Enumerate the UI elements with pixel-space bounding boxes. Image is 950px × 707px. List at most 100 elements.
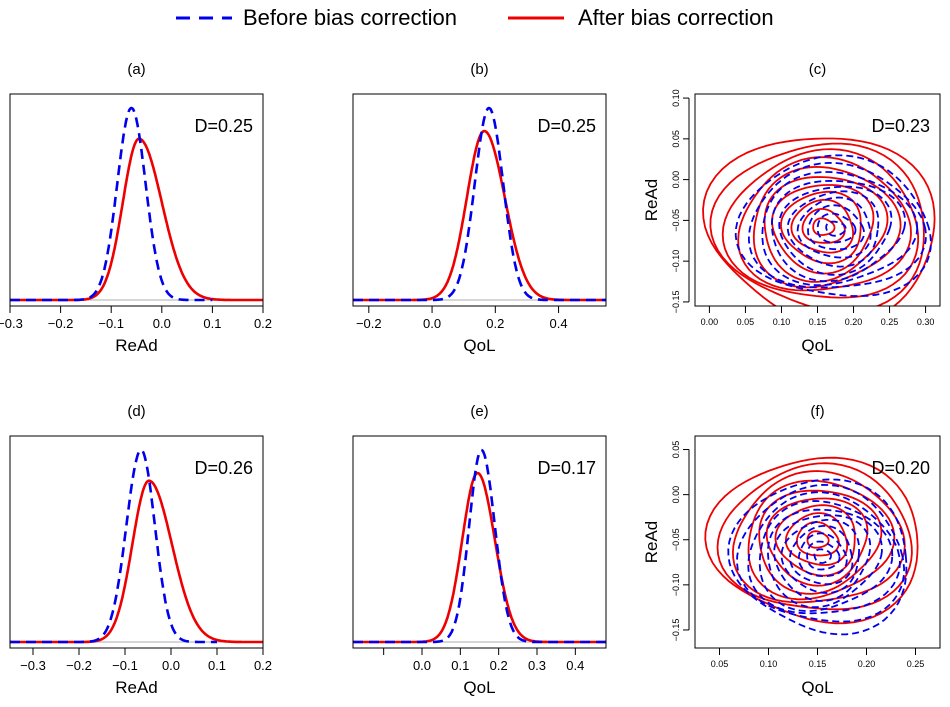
legend: Before bias correction After bias correc…: [176, 5, 774, 30]
x-tick-label: 0.2: [490, 658, 508, 673]
d-statistic-annotation: D=0.26: [194, 458, 253, 478]
x-tick-label: 0.0: [153, 316, 171, 331]
x-tick-label: −0.3: [20, 658, 46, 673]
series-after-contour: [747, 479, 896, 601]
y-tick-label: −0.10: [671, 573, 681, 596]
x-axis: 0.05 0.10 0.15 0.20 0.25: [711, 647, 925, 669]
series-after-contour: [721, 148, 920, 299]
series-after-contour: [785, 512, 849, 566]
x-axis-label: ReAd: [115, 336, 158, 355]
series-after-curve: [10, 479, 263, 644]
series-before-curve: [353, 448, 606, 644]
series-after-contour: [702, 137, 936, 306]
series-after-contour: [731, 470, 906, 604]
x-tick-label: 0.05: [737, 317, 755, 327]
series-before-contour: [816, 212, 857, 244]
panel-b: (b) −0.2 0.0 0.2 0.4 QoL D=0.25: [352, 61, 607, 355]
plot-area: [353, 448, 606, 644]
panel-c: (c)0.00 0.05 0.10 0.15 0.20 0.25 0.30QoL−0.15−…: [642, 61, 941, 355]
plot-frame: [9, 435, 264, 649]
y-tick-label: 0.05: [671, 130, 681, 148]
x-tick-label: 0.30: [917, 317, 935, 327]
series-before-contour: [789, 524, 854, 586]
x-tick-label: 0.0: [413, 658, 431, 673]
x-tick-label: −0.2: [66, 658, 92, 673]
plot-frame: [352, 93, 607, 307]
y-tick-label: −0.15: [671, 619, 681, 642]
x-axis: −0.3 −0.2 −0.1 0.0 0.1 0.2: [20, 647, 272, 673]
y-tick-label: −0.10: [671, 250, 681, 273]
y-tick-label: −0.05: [671, 528, 681, 551]
series-before-contour: [806, 540, 841, 571]
x-axis-label: QoL: [801, 336, 833, 355]
x-tick-label: 0.4: [550, 316, 568, 331]
panel-title: (a): [127, 61, 145, 78]
panels: (a) −0.3 −0.2 −0.1 0.0 0.1 0.2 ReAd D=0.25 (b) −0.…: [0, 61, 941, 697]
x-tick-label: 0.2: [254, 658, 272, 673]
panel-title: (c): [809, 61, 827, 78]
plot-area: [704, 456, 919, 636]
x-tick-label: 0.3: [528, 658, 546, 673]
series-after-contour: [758, 489, 883, 595]
series-before-curve: [10, 448, 218, 644]
plot-area: [10, 106, 263, 302]
series-before-contour: [770, 179, 907, 283]
series-before-contour: [734, 154, 932, 298]
series-before-contour: [796, 196, 872, 259]
series-after-contour: [796, 521, 840, 557]
plot-area: [702, 137, 936, 306]
series-before-curve: [353, 106, 606, 302]
series-after-curve: [353, 471, 606, 644]
d-statistic-annotation: D=0.23: [871, 116, 930, 136]
x-tick-label: 0.4: [566, 658, 584, 673]
y-tick-label: −0.15: [671, 291, 681, 314]
x-tick-label: 0.15: [809, 659, 827, 669]
x-tick-label: −0.1: [98, 316, 124, 331]
x-tick-label: 0.1: [208, 658, 226, 673]
x-axis-label: ReAd: [115, 678, 158, 697]
panel-title: (e): [470, 403, 488, 420]
x-tick-label: 0.10: [773, 317, 791, 327]
x-axis: 0.0 0.1 0.2 0.3 0.4: [383, 647, 584, 673]
plot-frame: [352, 435, 607, 649]
panel-f: (f) 0.05 0.10 0.15 0.20 0.25 QoL −0.15 −0.10 −0.0…: [642, 403, 941, 697]
y-tick-label: 0.05: [671, 441, 681, 459]
series-after-curve: [10, 137, 263, 302]
x-tick-label: 0.25: [907, 659, 925, 669]
series-before-contour: [773, 514, 872, 602]
x-tick-label: 0.15: [809, 317, 827, 327]
x-axis: 0.00 0.05 0.10 0.15 0.20 0.25 0.30: [701, 305, 935, 327]
series-before-contour: [758, 500, 894, 612]
x-tick-label: 0.1: [451, 658, 469, 673]
x-tick-label: 0.2: [486, 316, 504, 331]
series-after-contour: [790, 198, 855, 254]
series-before-contour: [825, 220, 847, 237]
panel-e: (e) 0.0 0.1 0.2 0.3 0.4 QoL D=0.17: [352, 403, 607, 697]
x-tick-label: 0.10: [760, 659, 778, 669]
series-after-contour: [771, 184, 875, 275]
y-axis-label: ReAd: [642, 521, 661, 564]
series-after-curve: [353, 129, 606, 302]
legend-before-label: Before bias correction: [243, 5, 457, 30]
x-tick-label: −0.1: [112, 658, 138, 673]
series-after-contour: [812, 217, 836, 236]
plot-frame: [694, 435, 941, 649]
legend-after-label: After bias correction: [578, 5, 774, 30]
x-tick-label: 0.20: [858, 659, 876, 669]
d-statistic-annotation: D=0.25: [537, 116, 596, 136]
x-tick-label: 0.05: [711, 659, 729, 669]
y-tick-label: 0.00: [671, 486, 681, 504]
series-before-contour: [807, 204, 865, 251]
plot-area: [10, 448, 263, 644]
plot-frame: [9, 93, 264, 307]
series-after-contour: [780, 190, 862, 265]
d-statistic-annotation: D=0.25: [194, 116, 253, 136]
x-tick-label: −0.2: [48, 316, 74, 331]
series-after-contour: [704, 456, 919, 625]
y-axis: −0.15 −0.10 −0.05 0.00 0.05: [671, 441, 690, 642]
series-before-contour: [761, 171, 919, 287]
x-axis-label: QoL: [463, 678, 495, 697]
series-before-contour: [727, 478, 908, 636]
series-after-contour: [763, 176, 889, 283]
